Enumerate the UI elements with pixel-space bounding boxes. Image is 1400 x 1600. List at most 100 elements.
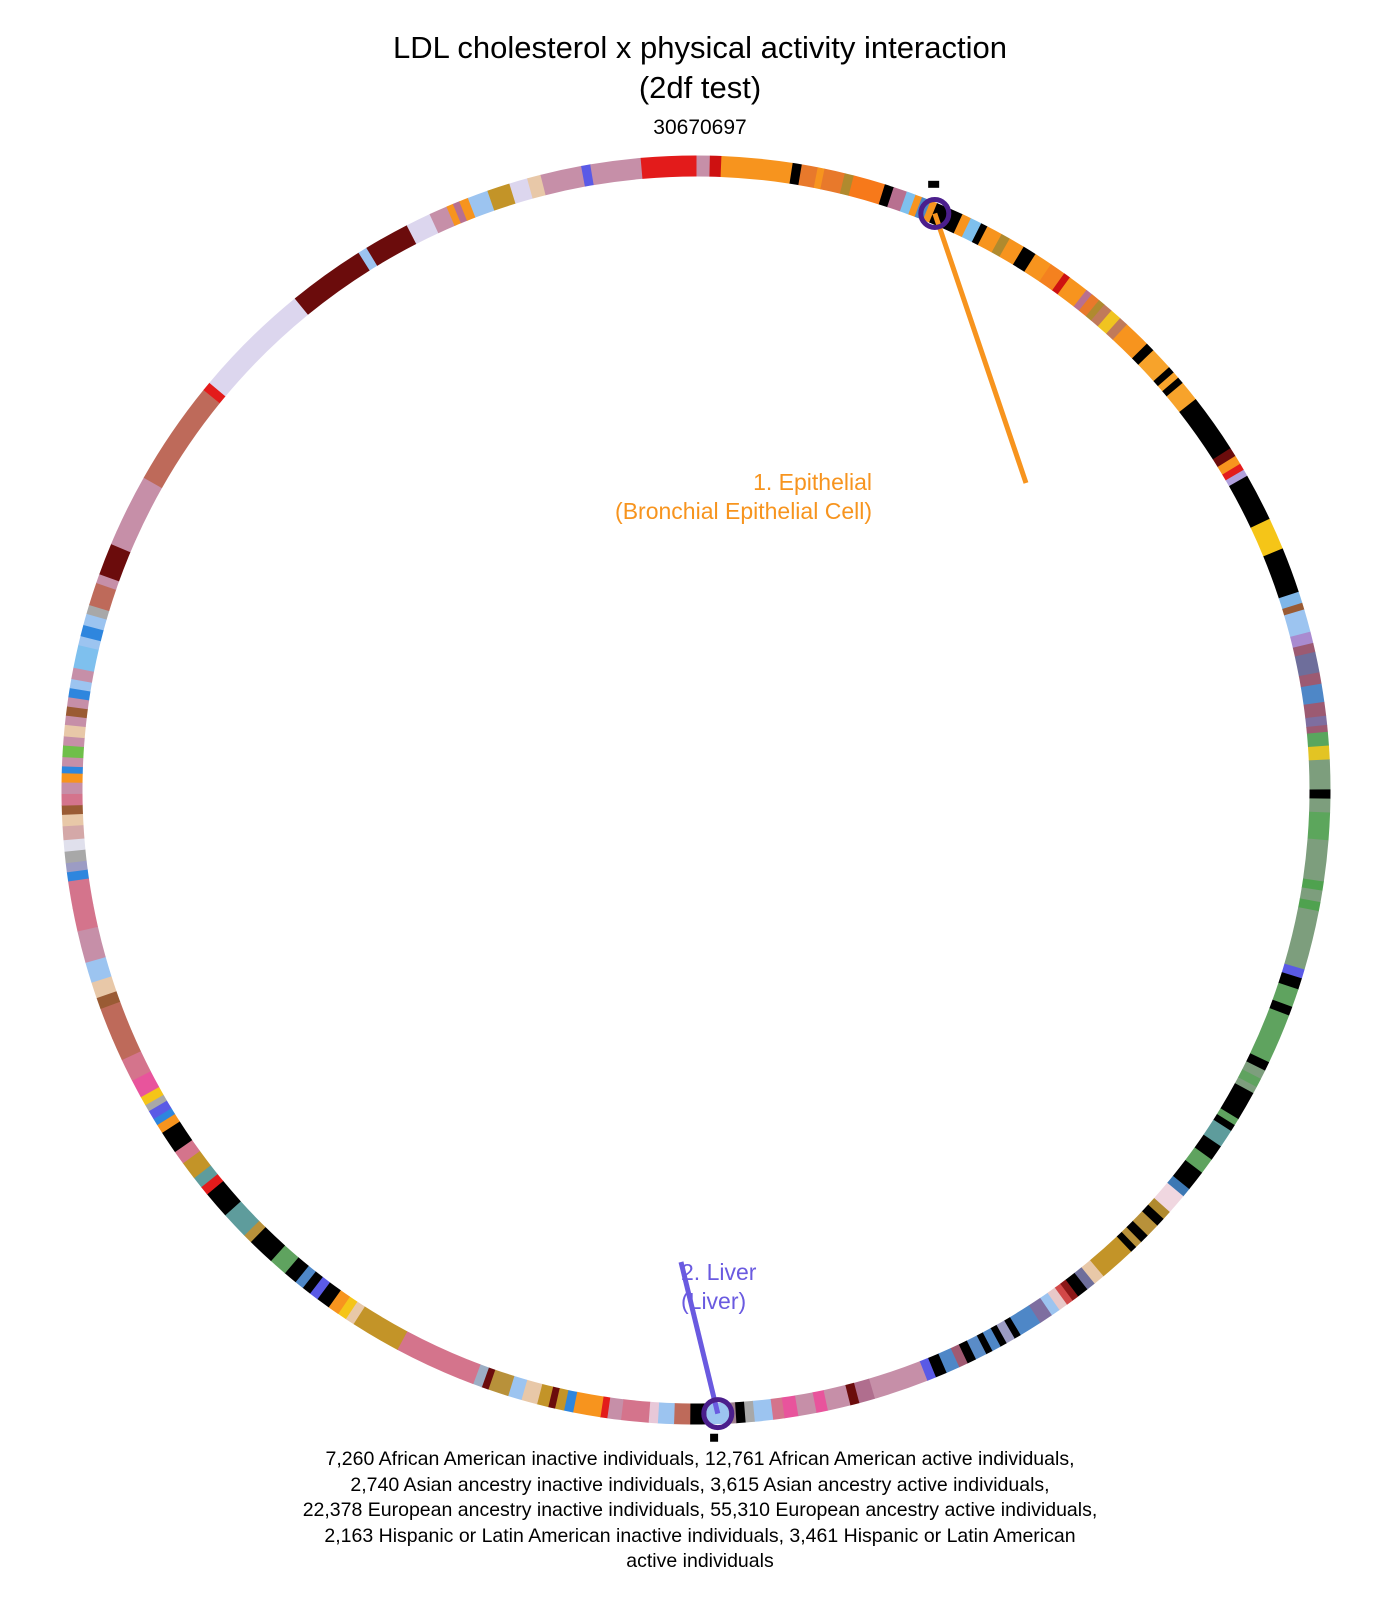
ring-segment	[1116, 1231, 1137, 1253]
caption-line-2: 2,740 Asian ancestry inactive individual…	[350, 1473, 1050, 1496]
ring-segment	[1166, 1175, 1190, 1197]
ring-segment	[709, 155, 722, 178]
annotation-leader-line	[932, 212, 1029, 484]
ring-segment	[61, 781, 83, 795]
ring-segment	[1278, 972, 1302, 990]
ring-segment	[111, 530, 136, 553]
ring-segment	[1138, 350, 1170, 382]
ring-segment	[812, 1390, 828, 1414]
ring-segment	[62, 824, 85, 841]
ring-segment	[224, 1200, 260, 1236]
ring-segment	[337, 1296, 358, 1320]
ring-segment	[1089, 1236, 1132, 1277]
ring-segment	[174, 1139, 200, 1164]
ring-segment	[509, 178, 534, 204]
ring-segment	[96, 573, 120, 590]
ring-segment	[1306, 724, 1328, 735]
ring-segment	[1246, 1053, 1270, 1072]
outlier-tick-mark	[928, 180, 940, 188]
ring-segment	[937, 1348, 960, 1374]
ring-segment	[72, 904, 98, 932]
ring-segment	[61, 756, 84, 768]
ring-segment	[467, 190, 495, 218]
ring-segment	[1222, 463, 1245, 481]
ring-segment	[429, 206, 456, 234]
annotation-marker-circle[interactable]	[701, 1397, 735, 1431]
ring-segment	[193, 1164, 218, 1188]
ring-segment	[990, 1324, 1007, 1347]
ring-segment	[459, 197, 476, 221]
ring-segment	[294, 252, 371, 315]
ring-segment	[61, 813, 84, 827]
ring-segment	[1294, 651, 1320, 677]
ring-segment	[91, 975, 117, 999]
ring-segment	[752, 1398, 774, 1422]
ring-segment	[1220, 1083, 1254, 1120]
ring-segment	[71, 667, 95, 683]
ring-segment	[868, 1361, 928, 1399]
ring-segment	[85, 956, 112, 983]
ring-segment	[640, 155, 697, 179]
caption-line-4: 2,163 Hispanic or Latin American inactiv…	[324, 1524, 1076, 1547]
annotation-label-liver: 2. Liver (Liver)	[681, 1258, 901, 1316]
ring-segment	[145, 1094, 167, 1112]
ring-segment	[153, 1107, 176, 1126]
ring-segment	[1290, 631, 1314, 649]
ring-segment	[507, 1375, 528, 1401]
ring-segment	[100, 1001, 132, 1040]
ring-segment	[696, 155, 711, 177]
annotation-group	[678, 180, 1029, 1442]
ring-segment	[1074, 1267, 1095, 1290]
ring-segment	[1300, 683, 1325, 706]
ring-segment	[1216, 1108, 1239, 1126]
ring-segment	[65, 705, 88, 719]
ring-segment	[63, 838, 86, 852]
ring-segment	[1147, 1198, 1170, 1220]
ring-segment	[148, 1100, 172, 1120]
ring-segment	[1059, 1279, 1079, 1301]
ring-segment	[922, 200, 938, 223]
ring-segment	[1028, 1297, 1052, 1324]
annotation-label-epithelial: 1. Epithelial (Bronchial Epithelial Cell)	[572, 468, 872, 526]
ring-segment	[899, 191, 917, 215]
ring-segment	[1121, 1227, 1142, 1248]
ring-segment	[1112, 324, 1148, 359]
ring-segment	[743, 1400, 755, 1423]
ring-segment	[358, 247, 378, 271]
ring-segment	[396, 1331, 469, 1380]
caption-line-5: active individuals	[626, 1550, 774, 1572]
ring-segment	[61, 772, 83, 783]
ring-segment	[839, 173, 855, 196]
ring-segment	[69, 678, 93, 692]
ring-segment	[1305, 715, 1328, 728]
ring-segment	[971, 223, 988, 246]
ring-segment	[73, 644, 99, 672]
ring-segment	[673, 1403, 691, 1425]
ring-segment	[243, 1220, 266, 1243]
ring-segment	[302, 1271, 323, 1294]
ring-segment	[406, 213, 439, 245]
caption-line-1: 7,260 African American inactive individu…	[325, 1448, 1075, 1470]
ring-segment	[63, 735, 85, 748]
ring-segment	[1298, 672, 1322, 688]
ring-segment	[823, 1385, 851, 1411]
ring-segment	[1263, 548, 1299, 599]
ring-segment	[958, 1340, 977, 1364]
ring-segment	[1065, 1272, 1088, 1297]
ring-segment	[1054, 1283, 1073, 1305]
annotation-marker-circle[interactable]	[918, 196, 952, 230]
ring-segment	[317, 1282, 341, 1308]
ring-segment	[1052, 273, 1071, 295]
ring-segment	[606, 1397, 624, 1421]
ring-segment	[182, 1150, 211, 1179]
ring-segment	[1078, 294, 1100, 317]
ring-segment	[1309, 798, 1331, 814]
caption-line-3: 22,378 European ancestry inactive indivi…	[302, 1499, 1098, 1521]
ring-segment	[999, 238, 1025, 265]
ring-segment	[1301, 878, 1324, 892]
ring-segment	[720, 156, 794, 184]
ring-segment	[156, 1113, 180, 1133]
ring-segment	[1073, 289, 1093, 311]
